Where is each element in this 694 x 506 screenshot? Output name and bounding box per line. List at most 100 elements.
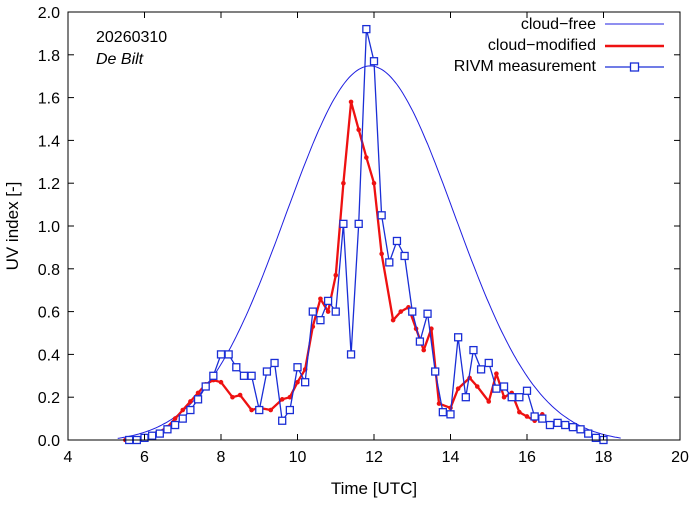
x-tick-label: 6 [140, 449, 149, 466]
cloud-modified-point [218, 379, 224, 385]
rivm-measurement-point [408, 307, 417, 316]
cloud-modified-point [318, 296, 323, 302]
cloud-modified-point [455, 386, 461, 391]
rivm-measurement-point [469, 345, 478, 355]
cloud-modified-point [371, 180, 377, 186]
rivm-measurement-point [492, 384, 501, 393]
cloud-modified-point [249, 407, 254, 413]
cloud-modified-point [268, 407, 274, 413]
rivm-measurement-point [170, 420, 180, 430]
rivm-measurement-point [591, 433, 600, 443]
rivm-measurement-point [308, 307, 317, 316]
rivm-measurement-point [385, 258, 394, 267]
cloud-modified-point [364, 155, 369, 160]
rivm-measurement-point [239, 371, 249, 380]
rivm-measurement-point [499, 382, 509, 391]
cloud-modified-point [279, 397, 285, 402]
y-tick-label: 0.4 [38, 347, 60, 364]
cloud-modified-point [295, 379, 300, 385]
cloud-modified-point [341, 180, 346, 186]
legend-marker-rivm-measurement [629, 62, 640, 72]
cloud-modified-point [379, 251, 384, 257]
rivm-measurement-point [453, 333, 463, 342]
rivm-measurement-point [331, 307, 340, 316]
x-tick-label: 16 [518, 449, 536, 466]
cloud-modified-point [348, 99, 354, 105]
cloud-modified-point [172, 416, 178, 421]
cloud-modified-point [230, 394, 235, 400]
x-tick-label: 20 [671, 449, 689, 466]
cloud-modified-point [474, 384, 480, 389]
rivm-measurement-point [339, 219, 348, 229]
rivm-measurement-point [377, 211, 386, 220]
cloud-modified-point [287, 394, 293, 400]
rivm-measurement-point [561, 420, 570, 430]
x-tick-label: 10 [289, 449, 307, 466]
rivm-measurement-point [300, 378, 310, 387]
rivm-measurement-point [255, 405, 264, 415]
cloud-modified-point [180, 407, 186, 413]
y-tick-label: 0.8 [38, 262, 60, 279]
cloud-modified-point [421, 347, 427, 353]
x-tick-label: 18 [595, 449, 613, 466]
y-tick-label: 0.0 [38, 433, 60, 450]
cloud-modified-point [501, 394, 507, 400]
rivm-measurement-point [346, 350, 356, 359]
y-tick-label: 1.2 [38, 176, 60, 193]
legend-label-cloud-free: cloud−free [521, 16, 596, 33]
rivm-measurement-point [369, 57, 379, 66]
cloud-modified-point [237, 392, 243, 398]
cloud-modified-point [356, 127, 362, 132]
rivm-measurement-point [461, 393, 470, 402]
cloud-modified-point [436, 401, 442, 406]
rivm-measurement-point [431, 367, 440, 376]
rivm-measurement-point [576, 425, 585, 434]
rivm-measurement-point [178, 414, 187, 423]
y-tick-label: 2.0 [38, 5, 60, 22]
rivm-measurement-point [293, 363, 302, 372]
cloud-modified-point [494, 371, 499, 376]
y-axis-label: UV index [-] [3, 182, 22, 271]
cloud-modified-point [188, 399, 193, 404]
cloud-modified-point [486, 399, 492, 404]
rivm-measurement-point [584, 429, 593, 438]
rivm-measurement-point [446, 410, 455, 419]
y-tick-label: 0.2 [38, 390, 60, 407]
cloud-modified-point [325, 309, 331, 314]
rivm-measurement-point [423, 309, 432, 318]
y-tick-label: 1.8 [38, 48, 60, 65]
axis-layer: 4 6 8 10 12 14 16 18 20 0.0 0.2 0.4 0.6 0.8 1.0 1.2 1.4 1… [38, 5, 689, 466]
rivm-measurement-point [278, 416, 287, 425]
x-tick-label: 8 [217, 449, 226, 466]
x-axis-label: Time [UTC] [331, 479, 417, 498]
x-tick-label: 14 [442, 449, 460, 466]
series-layer [117, 24, 621, 445]
rivm-measurement-point [155, 429, 164, 438]
rivm-measurement-point [392, 236, 402, 246]
cloud-modified-point [195, 390, 201, 396]
cloud-modified-point [390, 317, 396, 323]
rivm-measurement-point [400, 251, 409, 261]
rivm-measurement-point [262, 367, 272, 376]
rivm-measurement-point [415, 337, 425, 346]
rivm-measurement-point [285, 405, 295, 415]
x-tick-label: 12 [365, 449, 383, 466]
rivm-measurement-point [538, 414, 547, 423]
rivm-measurement-point [163, 425, 172, 434]
rivm-measurement-point [224, 350, 233, 359]
x-tick-label: 4 [64, 449, 73, 466]
series-line-cloud-free [117, 65, 621, 439]
cloud-modified-point [333, 272, 339, 278]
rivm-measurement-point [247, 371, 256, 380]
cloud-modified-point [517, 409, 522, 415]
rivm-measurement-point [530, 412, 539, 421]
rivm-measurement-point [507, 393, 516, 402]
rivm-measurement-point [476, 365, 486, 374]
rivm-measurement-point [522, 386, 532, 395]
rivm-measurement-point [316, 316, 325, 325]
legend-label-rivm-measurement: RIVM measurement [454, 58, 597, 75]
rivm-measurement-point [484, 358, 493, 368]
rivm-measurement-point [515, 393, 524, 402]
